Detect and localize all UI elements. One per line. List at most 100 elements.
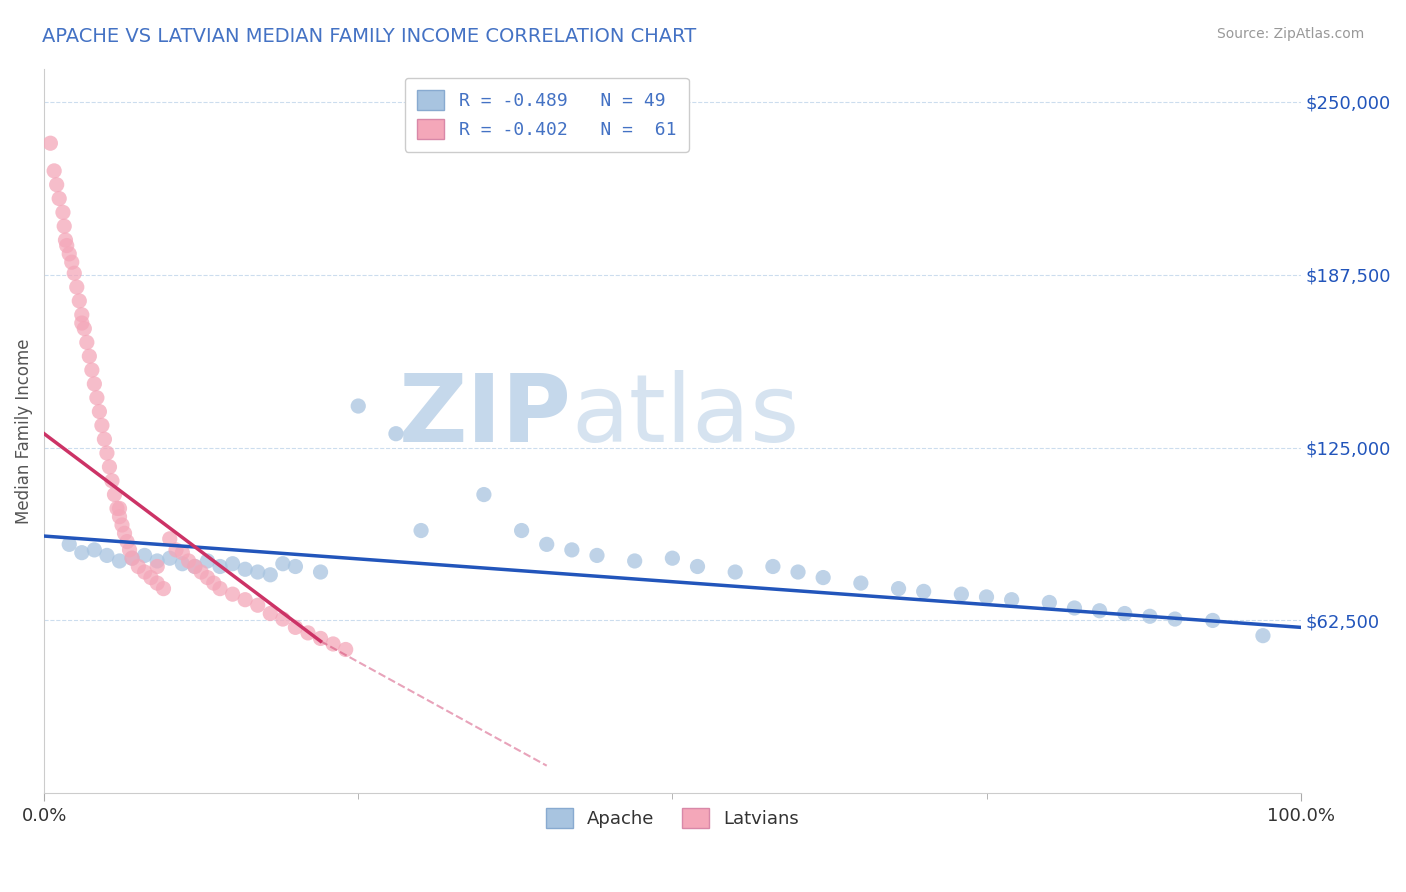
Point [623,554,645,568]
Point [510,524,533,538]
Point [724,565,747,579]
Point [80,363,103,377]
Point [233,592,256,607]
Point [787,565,810,579]
Point [53,219,76,234]
Point [259,607,281,621]
Point [849,576,872,591]
Point [101,474,124,488]
Y-axis label: Median Family Income: Median Family Income [15,338,32,524]
Point [96,446,118,460]
Point [561,542,583,557]
Point [121,551,143,566]
Point [271,557,294,571]
Point [98,459,121,474]
Point [184,559,207,574]
Point [472,487,495,501]
Point [63,266,86,280]
Point [271,612,294,626]
Point [686,559,709,574]
Point [233,562,256,576]
Point [197,570,219,584]
Point [1202,614,1225,628]
Point [385,426,408,441]
Point [44,164,66,178]
Point [172,546,194,560]
Point [58,247,80,261]
Point [146,554,169,568]
Point [1088,604,1111,618]
Point [1114,607,1136,621]
Point [96,549,118,563]
Point [246,599,269,613]
Point [172,557,194,571]
Point [159,532,181,546]
Text: APACHE VS LATVIAN MEDIAN FAMILY INCOME CORRELATION CHART: APACHE VS LATVIAN MEDIAN FAMILY INCOME C… [42,27,696,45]
Point [221,557,243,571]
Point [79,349,101,363]
Point [152,582,174,596]
Point [111,518,134,533]
Text: atlas: atlas [572,370,800,462]
Point [335,642,357,657]
Point [139,570,162,584]
Point [1139,609,1161,624]
Point [66,280,89,294]
Point [67,293,90,308]
Point [108,501,131,516]
Point [86,391,108,405]
Point [165,542,187,557]
Point [1001,592,1024,607]
Point [1164,612,1187,626]
Point [297,626,319,640]
Point [76,335,98,350]
Point [259,567,281,582]
Point [55,238,77,252]
Point [39,136,62,151]
Point [1251,629,1274,643]
Point [322,637,344,651]
Point [146,559,169,574]
Point [52,205,75,219]
Point [121,551,143,566]
Point [73,321,96,335]
Point [48,192,70,206]
Point [347,399,370,413]
Point [83,542,105,557]
Point [105,501,128,516]
Point [70,308,93,322]
Text: ZIP: ZIP [399,370,572,462]
Point [60,255,83,269]
Point [118,542,141,557]
Point [184,559,207,574]
Point [1038,595,1060,609]
Point [55,233,77,247]
Point [976,590,998,604]
Point [108,509,131,524]
Point [221,587,243,601]
Text: Source: ZipAtlas.com: Source: ZipAtlas.com [1216,27,1364,41]
Point [58,537,80,551]
Point [208,559,231,574]
Point [309,632,332,646]
Point [284,559,307,574]
Point [70,546,93,560]
Point [661,551,683,566]
Point [586,549,609,563]
Point [309,565,332,579]
Point [912,584,935,599]
Point [108,554,131,568]
Point [93,432,115,446]
Point [811,570,834,584]
Point [159,551,181,566]
Point [284,620,307,634]
Point [83,376,105,391]
Point [127,559,149,574]
Point [950,587,973,601]
Point [887,582,910,596]
Point [103,487,125,501]
Point [202,576,225,591]
Point [45,178,67,192]
Point [134,549,156,563]
Point [762,559,785,574]
